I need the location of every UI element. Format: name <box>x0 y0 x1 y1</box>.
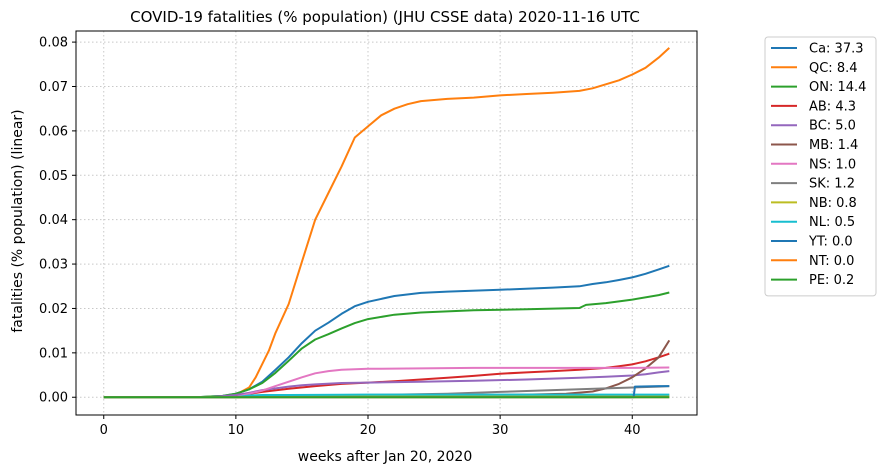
legend-label: MB: 1.4 <box>809 138 858 153</box>
legend-label: SK: 1.2 <box>809 177 855 192</box>
chart-title: COVID-19 fatalities (% population) (JHU … <box>130 8 640 26</box>
legend-label: NT: 0.0 <box>809 254 854 269</box>
legend-label: AB: 4.3 <box>809 99 856 114</box>
y-tick-label: 0.06 <box>39 124 68 139</box>
legend-label: Ca: 37.3 <box>809 42 864 57</box>
x-tick-label: 20 <box>360 423 377 438</box>
series-line-3 <box>103 352 670 399</box>
x-axis: 0 10 20 30 40 <box>100 415 641 438</box>
series-line-1 <box>103 47 670 399</box>
legend-label: BC: 5.0 <box>809 119 856 134</box>
x-tick-label: 0 <box>100 423 108 438</box>
plot-area <box>76 31 697 415</box>
y-tick-label: 0.08 <box>39 36 68 51</box>
plot-frame <box>75 30 698 416</box>
series-layer <box>103 47 671 399</box>
legend-label: QC: 8.4 <box>809 61 858 76</box>
legend-label: NS: 1.0 <box>809 157 856 172</box>
legend-box <box>764 36 877 297</box>
legend: Ca: 37.3 QC: 8.4 ON: 14.4 AB: 4.3 BC: 5.0 MB:… <box>764 36 877 297</box>
legend-label: ON: 14.4 <box>809 80 866 95</box>
legend-label: NL: 0.5 <box>809 215 855 230</box>
y-tick-label: 0.01 <box>39 346 68 361</box>
gridlines <box>76 31 697 415</box>
y-tick-label: 0.05 <box>39 169 68 184</box>
y-axis: 0.00 0.01 0.02 0.03 0.04 0.05 0.06 0.07 0.08 <box>39 36 76 406</box>
y-tick-label: 0.03 <box>39 258 68 273</box>
x-tick-label: 40 <box>624 423 641 438</box>
y-tick-label: 0.02 <box>39 302 68 317</box>
legend-label: NB: 0.8 <box>809 196 857 211</box>
y-tick-label: 0.04 <box>39 213 68 228</box>
series-line-2 <box>103 291 670 399</box>
legend-label: PE: 0.2 <box>809 273 854 288</box>
x-tick-label: 30 <box>492 423 509 438</box>
y-tick-label: 0.07 <box>39 80 68 95</box>
legend-label: YT: 0.0 <box>808 235 853 250</box>
x-tick-label: 10 <box>228 423 245 438</box>
y-axis-label: fatalities (% population) (linear) <box>10 109 26 332</box>
y-tick-label: 0.00 <box>39 391 68 406</box>
series-line-6 <box>103 366 670 399</box>
x-axis-label: weeks after Jan 20, 2020 <box>298 449 472 465</box>
